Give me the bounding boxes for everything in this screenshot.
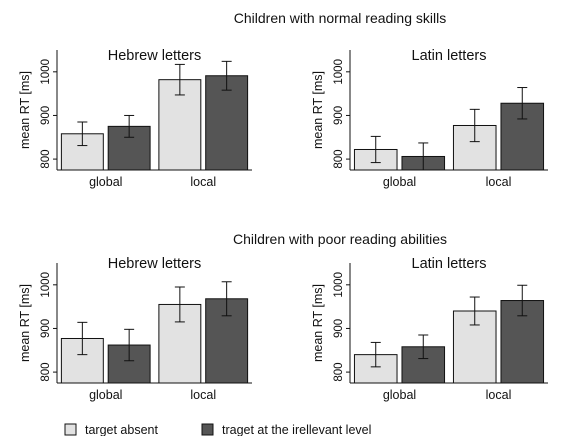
panel-normal-latin: Latin letters 800 900 1000 mean RT [ms] globa…	[311, 48, 548, 189]
y-axis-label: mean RT [ms]	[18, 71, 32, 149]
y-tick-label: 900	[40, 319, 52, 338]
panel-title-normal-latin: Latin letters	[412, 48, 487, 64]
x-category-label-local: local	[190, 388, 216, 402]
legend-swatch-target-irrelevant-level	[201, 423, 214, 436]
y-tick-label: 800	[333, 149, 345, 168]
x-category-label-local: local	[486, 175, 512, 189]
x-category-label-global: global	[89, 388, 122, 402]
x-category-label-global: global	[383, 388, 416, 402]
legend-swatch-target-absent	[64, 423, 77, 436]
x-category-label-global: global	[383, 175, 416, 189]
legend-label-target-irrelevant-level: traget at the irellevant level	[222, 423, 371, 436]
y-axis-label: mean RT [ms]	[18, 284, 32, 362]
x-category-label-local: local	[190, 175, 216, 189]
legend-label-target-absent: target absent	[85, 423, 158, 436]
y-axis-label: mean RT [ms]	[311, 71, 325, 149]
y-tick-label: 800	[333, 362, 345, 381]
y-tick-label: 1000	[333, 272, 345, 298]
y-tick-label: 1000	[333, 59, 345, 85]
legend: target absent traget at the irellevant l…	[64, 423, 371, 436]
y-tick-label: 800	[40, 149, 52, 168]
x-category-label-local: local	[486, 388, 512, 402]
bar-local-series-2	[205, 75, 249, 171]
panel-title-poor-hebrew: Hebrew letters	[108, 256, 201, 272]
y-tick-label: 900	[40, 106, 52, 125]
y-tick-label: 900	[333, 319, 345, 338]
x-category-label-global: global	[89, 175, 122, 189]
row-titles: Children with normal reading skills Chil…	[233, 10, 447, 247]
y-axis-label: mean RT [ms]	[311, 284, 325, 362]
y-tick-label: 800	[40, 362, 52, 381]
panel-poor-latin: Latin letters 800 900 1000 mean RT [ms] globa…	[311, 256, 548, 402]
panel-poor-hebrew: Hebrew letters 800 900 1000 mean RT [ms] glob…	[18, 256, 252, 402]
row-title-normal-readers: Children with normal reading skills	[234, 10, 446, 26]
panel-title-normal-hebrew: Hebrew letters	[108, 48, 201, 64]
y-tick-label: 1000	[40, 59, 52, 85]
y-tick-label: 1000	[40, 272, 52, 298]
row-title-poor-readers: Children with poor reading abilities	[233, 231, 447, 247]
panel-normal-hebrew: Hebrew letters 800 900 1000 mean RT [ms] glob…	[18, 48, 252, 189]
y-tick-label: 900	[333, 106, 345, 125]
panel-title-poor-latin: Latin letters	[412, 256, 487, 272]
